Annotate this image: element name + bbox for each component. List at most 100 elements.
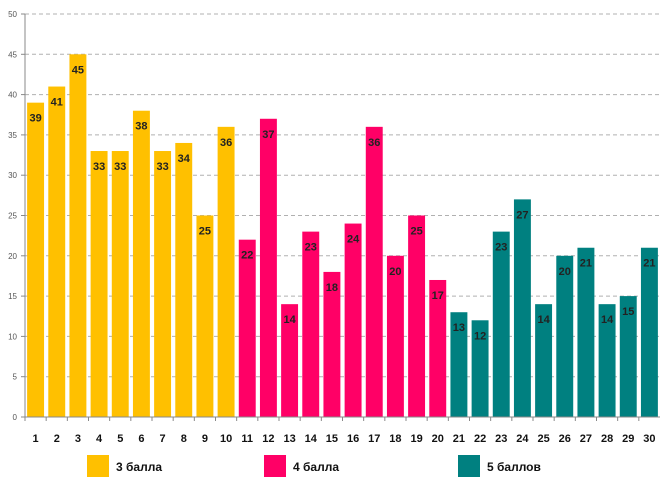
- bar-12: [259, 118, 277, 417]
- data-label-9: 25: [199, 226, 211, 238]
- data-label-29: 15: [622, 306, 634, 318]
- x-tick-label-25: 25: [537, 433, 549, 445]
- data-label-4: 33: [93, 161, 105, 173]
- bar-23: [492, 231, 510, 417]
- data-label-28: 14: [601, 314, 614, 326]
- y-tick-label-50: 50: [8, 10, 17, 19]
- x-tick-label-24: 24: [516, 433, 529, 445]
- y-axis-ticks: 0 5 10 15 20 25 30 35 40 45 50: [8, 10, 25, 422]
- y-tick-label-0: 0: [13, 413, 18, 422]
- data-label-25: 14: [537, 314, 550, 326]
- y-tick-label-25: 25: [8, 212, 17, 221]
- bar-18: [386, 255, 404, 417]
- bar-21: [450, 312, 468, 417]
- y-tick-label-40: 40: [8, 91, 17, 100]
- data-label-23: 23: [495, 242, 507, 254]
- data-label-26: 20: [559, 266, 571, 278]
- x-tick-label-4: 4: [96, 433, 103, 445]
- x-tick-label-26: 26: [559, 433, 571, 445]
- data-label-19: 25: [410, 226, 422, 238]
- data-label-12: 37: [262, 129, 274, 141]
- y-tick-label-10: 10: [8, 332, 17, 341]
- legend-swatch-5-ballov: [458, 455, 480, 477]
- x-tick-label-14: 14: [305, 433, 318, 445]
- x-tick-label-3: 3: [75, 433, 81, 445]
- legend-label-4-balla: 4 балла: [293, 460, 339, 474]
- legend-swatch-4-balla: [264, 455, 286, 477]
- data-label-10: 36: [220, 137, 232, 149]
- data-label-13: 14: [283, 314, 296, 326]
- bar-28: [598, 304, 616, 417]
- data-label-17: 36: [368, 137, 380, 149]
- x-tick-label-21: 21: [453, 433, 465, 445]
- bar-17: [365, 126, 383, 417]
- x-tick-label-2: 2: [54, 433, 60, 445]
- data-label-21: 13: [453, 322, 465, 334]
- bar-24: [513, 199, 531, 417]
- bar-29: [619, 296, 637, 417]
- x-tick-label-5: 5: [117, 433, 123, 445]
- data-label-6: 38: [135, 121, 147, 133]
- bar-19: [408, 215, 426, 417]
- y-tick-label-35: 35: [8, 131, 17, 140]
- x-tick-label-22: 22: [474, 433, 486, 445]
- data-label-7: 33: [156, 161, 168, 173]
- bars: [27, 54, 658, 418]
- bar-8: [175, 142, 193, 417]
- x-axis-ticks: 1 2 3 4 5 6 7 8 9 10 11 12 13 14 15 16 17 18 19 20 21 22 23 24 2…: [24, 417, 656, 445]
- bar-4: [90, 151, 108, 417]
- x-tick-label-19: 19: [410, 433, 422, 445]
- x-tick-label-10: 10: [220, 433, 232, 445]
- bar-6: [132, 110, 150, 417]
- bar-10: [217, 126, 235, 417]
- data-label-8: 34: [178, 153, 191, 165]
- bar-25: [535, 304, 553, 417]
- bar-16: [344, 223, 362, 417]
- bar-9: [196, 215, 214, 417]
- bar-13: [281, 304, 299, 417]
- x-tick-label-12: 12: [262, 433, 274, 445]
- data-label-18: 20: [389, 266, 401, 278]
- x-tick-label-15: 15: [326, 433, 338, 445]
- y-tick-label-30: 30: [8, 171, 17, 180]
- bar-5: [111, 151, 129, 417]
- bar-15: [323, 271, 341, 417]
- legend-label-5-ballov: 5 баллов: [487, 460, 541, 474]
- bar-27: [577, 247, 595, 417]
- bar-3: [69, 54, 87, 418]
- x-tick-label-29: 29: [622, 433, 634, 445]
- y-tick-label-5: 5: [13, 373, 18, 382]
- data-label-14: 23: [305, 242, 317, 254]
- data-label-1: 39: [29, 113, 41, 125]
- data-labels: 39 41 45 33 33 38 33 34 25 36 22 37 14 23 18 24 36 20 25 17…: [29, 64, 655, 342]
- y-tick-label-45: 45: [8, 50, 17, 59]
- x-tick-label-1: 1: [33, 433, 39, 445]
- x-tick-label-18: 18: [389, 433, 401, 445]
- y-tick-label-20: 20: [8, 252, 17, 261]
- data-label-5: 33: [114, 161, 126, 173]
- data-label-24: 27: [516, 209, 528, 221]
- x-tick-label-13: 13: [283, 433, 295, 445]
- legend-swatch-3-balla: [87, 455, 109, 477]
- x-tick-label-27: 27: [580, 433, 592, 445]
- bar-11: [238, 239, 256, 417]
- x-tick-label-7: 7: [160, 433, 166, 445]
- x-tick-label-28: 28: [601, 433, 613, 445]
- data-label-27: 21: [580, 258, 592, 270]
- legend: 3 балла 4 балла 5 баллов: [87, 455, 541, 477]
- data-label-22: 12: [474, 330, 486, 342]
- bar-14: [302, 231, 320, 417]
- bar-1: [27, 102, 45, 417]
- bar-7: [154, 151, 172, 417]
- y-tick-label-15: 15: [8, 292, 17, 301]
- x-tick-label-9: 9: [202, 433, 208, 445]
- bar-20: [429, 279, 447, 417]
- bar-26: [556, 255, 574, 417]
- x-tick-label-11: 11: [241, 433, 253, 445]
- data-label-2: 41: [51, 97, 63, 109]
- bar-22: [471, 320, 489, 417]
- bar-30: [640, 247, 658, 417]
- data-label-3: 45: [72, 64, 84, 76]
- data-label-16: 24: [347, 234, 360, 246]
